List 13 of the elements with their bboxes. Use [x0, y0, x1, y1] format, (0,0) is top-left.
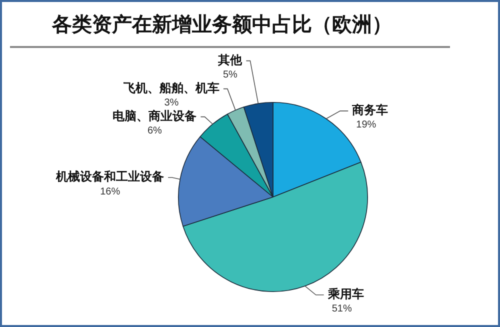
data-label: 19%	[356, 120, 376, 131]
slice-label: 飞机、船舶、机车	[122, 80, 220, 95]
slice-label: 机械设备和工业设备	[55, 170, 164, 184]
slice-label: 其他	[217, 52, 244, 67]
data-label: 51%	[332, 304, 352, 315]
chart-title: 各类资产在新增业务额中占比（欧洲）	[10, 2, 450, 48]
slice-label: 乘用车	[326, 287, 364, 302]
slice-label: 电脑、商业设备	[112, 108, 197, 123]
slice-label: 商务车	[351, 103, 388, 118]
data-label: 6%	[147, 126, 162, 137]
data-label: 5%	[222, 70, 238, 81]
data-label: 16%	[100, 186, 120, 198]
data-label: 3%	[164, 98, 179, 109]
